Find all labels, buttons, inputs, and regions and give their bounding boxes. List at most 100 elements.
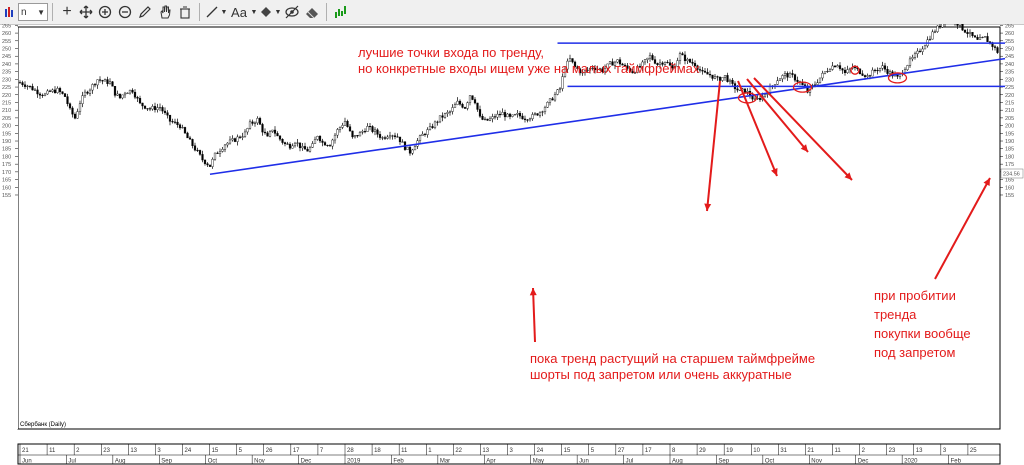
price-bar-body [933,31,937,33]
hide-icon[interactable] [282,1,302,23]
price-bar-body [701,70,704,72]
price-bar-body [46,90,49,95]
x-day-label: 13 [916,448,923,454]
price-bar-body [198,150,202,155]
price-bar-body [721,77,724,81]
chart-icon[interactable] [2,1,16,23]
delete-icon[interactable] [175,1,195,23]
entry-circle [850,65,860,75]
price-bar-body [396,136,399,138]
chevron-down-icon[interactable]: ▼ [274,8,282,16]
price-bar-body [588,68,592,71]
y-tick-label: 210 [1005,108,1014,114]
price-bar-body [743,88,747,93]
price-bar-body [353,135,357,138]
y-tick-label: 255 [2,39,11,45]
crosshair-icon[interactable]: + [62,3,72,20]
price-bar-body [906,65,909,70]
price-bar-body [838,65,842,69]
price-bar-body [451,107,454,112]
price-bar-body [253,122,257,124]
price-bar-body [91,84,94,91]
price-bar-body [523,118,527,120]
price-bar-body [783,73,787,76]
price-bar-body [388,135,392,138]
price-bar-body [213,152,217,160]
move-icon[interactable] [77,1,95,23]
x-day-label: 2 [862,448,866,454]
price-bar-body [443,113,447,118]
y-tick-label: 230 [2,77,11,83]
price-bar-body [96,79,99,86]
annotation-arrow-head [529,288,537,296]
price-bar-body [728,79,732,82]
right-price-axis: 2872802752702652602552502452402352302252… [1000,24,1014,199]
price-bar-body [666,61,669,63]
x-month-label: Apr [486,459,495,465]
price-bar-body [108,81,112,84]
x-day-label: 3 [943,448,947,454]
price-chart[interactable]: 2872802752702652602552502452402352302252… [0,24,1024,465]
x-day-label: 3 [157,448,161,454]
price-bar-body [941,24,944,28]
zoom-in-icon[interactable] [95,1,115,23]
price-bar-body [126,92,129,94]
y-tick-label: 220 [1005,93,1014,99]
price-bar-body [258,118,262,125]
price-bar-body [218,151,222,154]
x-day-label: 15 [212,448,219,454]
x-month-label: Mar [440,459,450,465]
annotation-arrow-head [771,168,778,176]
price-bar-body [453,104,457,108]
text-tool[interactable]: Aa [228,1,250,23]
price-bar-body [613,61,617,66]
price-bar-body [636,66,639,73]
price-bar-body [706,72,709,75]
price-bar-body [478,109,482,117]
price-bar-body [383,137,387,139]
price-bar-body [158,107,162,109]
hand-icon[interactable] [155,1,175,23]
y-tick-label: 250 [2,47,11,53]
price-bar-body [773,84,777,86]
price-bar-body [708,74,712,76]
price-bar-body [188,137,192,140]
price-bar-body [206,163,209,166]
x-month-label: Jun [579,459,589,465]
price-bar-body [913,53,917,58]
line-tool-icon[interactable] [204,1,220,23]
x-day-label: 11 [49,448,56,454]
zoom-out-icon[interactable] [115,1,135,23]
price-bar-body [271,129,274,132]
price-bar-body [596,68,599,71]
x-day-label: 7 [320,448,324,454]
left-price-axis: 2872802752702652602552502452402352302252… [2,24,18,199]
price-bar-body [876,70,879,72]
chart-toolbar: n ▼ + ▼ Aa ▼ ▼ [0,0,1024,25]
price-bar-body [888,71,892,74]
price-bar-body [618,59,622,65]
price-bar-body [343,121,347,126]
indicator-icon[interactable] [331,1,351,23]
x-month-label: Dec [301,459,312,465]
chevron-down-icon[interactable]: ▼ [220,8,228,16]
price-bar-body [216,152,219,154]
price-bar-body [116,93,119,96]
eraser-icon[interactable] [302,1,322,23]
price-bar-body [686,59,689,62]
price-bar-body [371,126,374,132]
chart-area[interactable]: 2872802752702652602552502452402352302252… [0,24,1024,465]
timeframe-dropdown[interactable]: n ▼ [18,3,48,21]
pencil-icon[interactable] [135,1,155,23]
price-bar-body [553,94,557,101]
price-bar-body [156,107,159,111]
price-bar-body [276,133,279,137]
current-price-label: 234.56 [1003,172,1020,178]
chevron-down-icon[interactable]: ▼ [250,8,258,16]
x-month-label: Feb [951,459,962,465]
price-bar-body [508,113,512,117]
price-bar-body [836,65,839,68]
fill-tool-icon[interactable] [258,1,274,23]
price-bar-body [486,118,489,121]
price-bar-body [938,25,942,28]
